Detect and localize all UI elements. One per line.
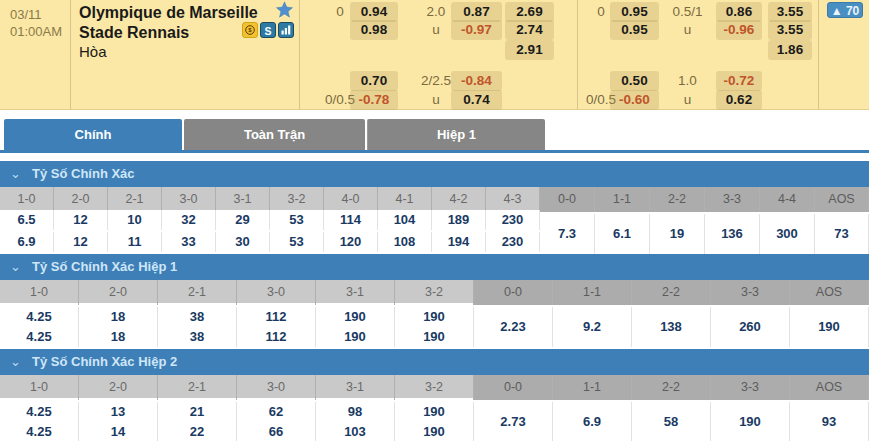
svg-text:$: $ — [248, 27, 252, 33]
